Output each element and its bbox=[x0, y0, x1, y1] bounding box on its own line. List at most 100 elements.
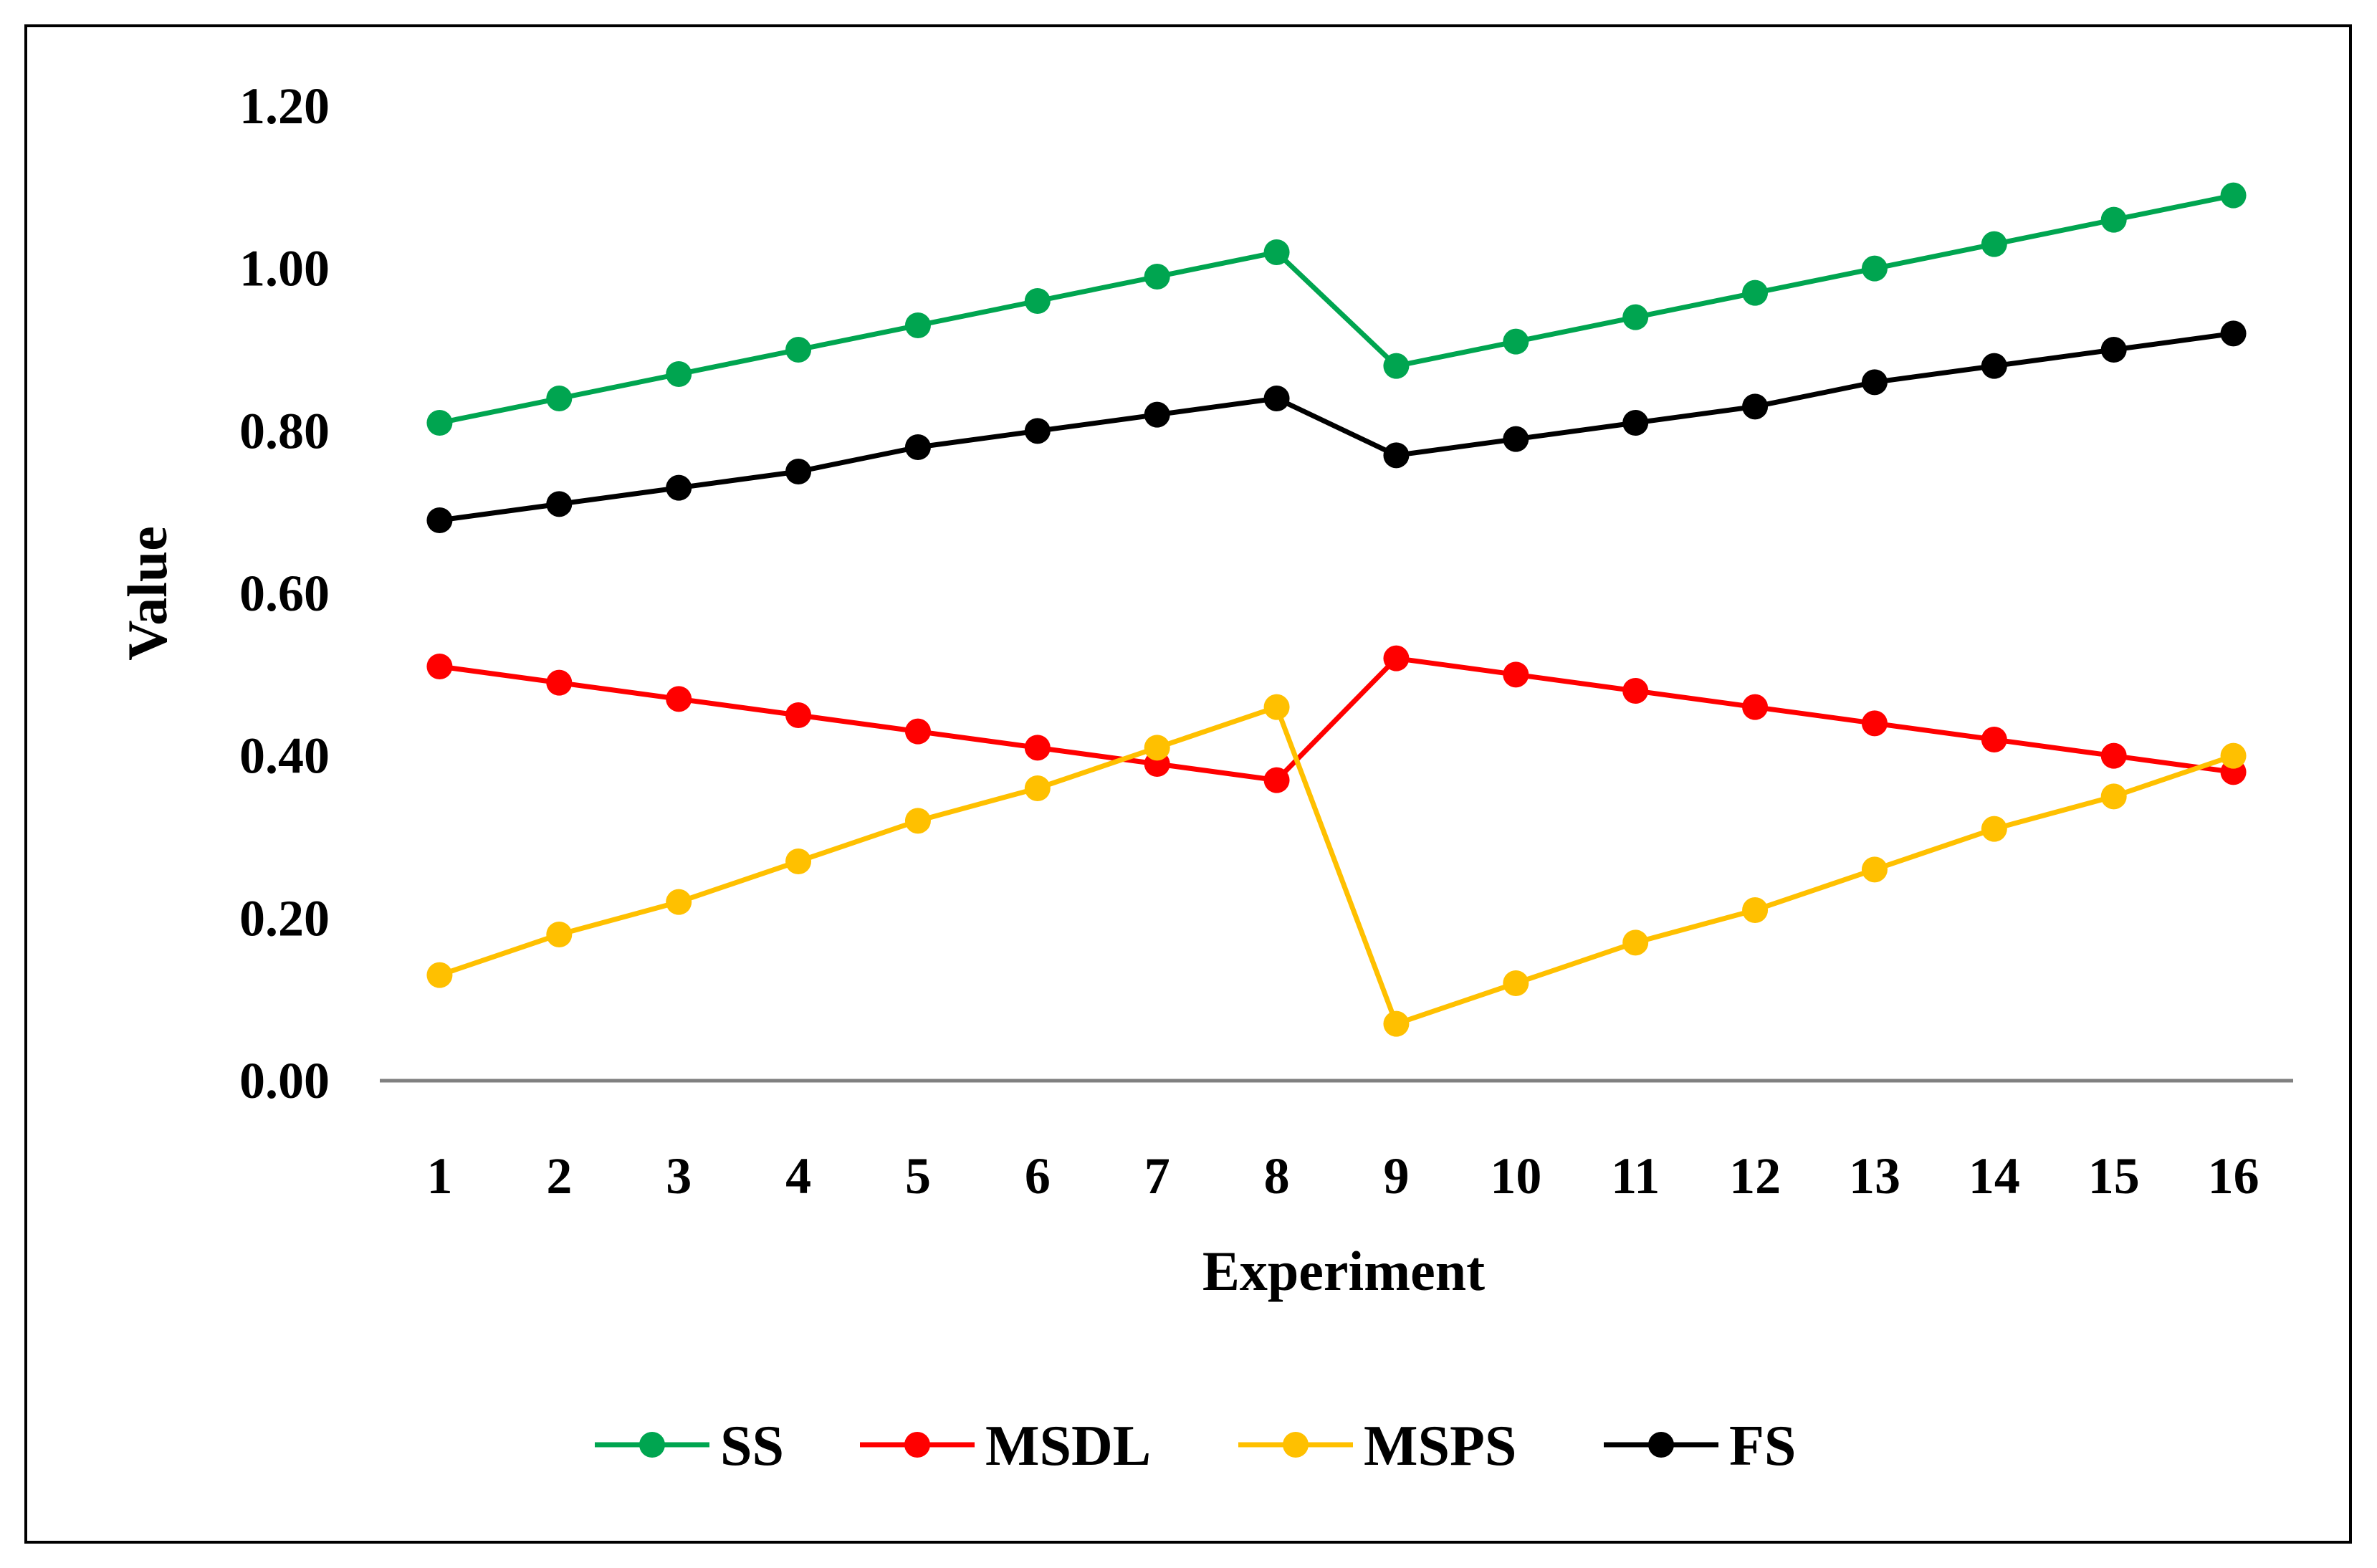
data-point-ss bbox=[666, 361, 692, 387]
series-line-msps bbox=[439, 704, 2234, 1027]
data-point-msps bbox=[426, 962, 453, 988]
chart-frame bbox=[24, 24, 2352, 1544]
x-tick-label: 13 bbox=[1849, 1147, 1900, 1205]
series-line-fs bbox=[439, 330, 2234, 523]
legend-label: SS bbox=[720, 1415, 784, 1478]
data-point-msdl bbox=[1622, 678, 1649, 704]
data-point-fs bbox=[1263, 386, 1290, 411]
x-tick-label: 16 bbox=[2208, 1147, 2259, 1205]
data-point-ss bbox=[2220, 182, 2247, 209]
legend-marker bbox=[904, 1432, 930, 1458]
y-tick-label: 0.80 bbox=[239, 402, 330, 459]
data-point-msdl bbox=[546, 669, 573, 696]
legend-label: FS bbox=[1729, 1415, 1796, 1478]
data-point-fs bbox=[2220, 320, 2247, 347]
y-axis-ticks: 0.00 0.20 0.40 0.60 0.80 1.00 1.20 bbox=[239, 77, 330, 1109]
data-point-msps bbox=[785, 848, 812, 874]
y-tick-label: 0.20 bbox=[239, 889, 330, 947]
x-axis-title: Experiment bbox=[1202, 1240, 1485, 1302]
x-tick-label: 11 bbox=[1611, 1147, 1660, 1205]
data-point-fs bbox=[666, 474, 692, 501]
series-msdl bbox=[426, 645, 2247, 793]
data-point-msps bbox=[1742, 897, 1769, 923]
data-point-fs bbox=[1622, 410, 1649, 436]
data-point-fs bbox=[1024, 418, 1051, 444]
data-point-fs bbox=[785, 459, 812, 484]
data-point-fs bbox=[1981, 353, 2007, 379]
data-point-msdl bbox=[1981, 727, 2007, 752]
legend-item-fs: FS bbox=[1604, 1415, 1796, 1478]
data-point-ss bbox=[904, 312, 931, 338]
data-point-msdl bbox=[904, 718, 931, 745]
data-point-msps bbox=[1383, 1010, 1410, 1037]
data-point-msdl bbox=[1742, 694, 1769, 720]
legend-marker bbox=[639, 1432, 665, 1458]
data-point-msps bbox=[904, 808, 931, 834]
legend-marker bbox=[1283, 1432, 1309, 1458]
data-point-fs bbox=[426, 507, 453, 533]
x-tick-label: 7 bbox=[1144, 1147, 1170, 1205]
y-axis-title: Value bbox=[116, 526, 178, 661]
x-tick-label: 2 bbox=[546, 1147, 572, 1205]
data-point-msdl bbox=[426, 654, 453, 679]
data-point-msps bbox=[1861, 856, 1888, 883]
legend-label: MSDL bbox=[985, 1415, 1151, 1478]
data-point-ss bbox=[546, 386, 573, 411]
data-point-msps bbox=[666, 889, 692, 915]
data-point-msps bbox=[1024, 775, 1051, 801]
data-point-ss bbox=[1383, 353, 1410, 379]
legend-label: MSPS bbox=[1364, 1415, 1516, 1478]
x-tick-label: 10 bbox=[1490, 1147, 1541, 1205]
data-point-fs bbox=[546, 491, 573, 517]
series-ss bbox=[426, 182, 2247, 436]
data-point-ss bbox=[1024, 288, 1051, 314]
legend-item-msdl: MSDL bbox=[860, 1415, 1151, 1478]
data-point-fs bbox=[1503, 426, 1529, 452]
data-point-msps bbox=[546, 922, 573, 947]
data-point-fs bbox=[1144, 401, 1170, 428]
data-point-fs bbox=[2100, 337, 2127, 363]
data-point-msps bbox=[2100, 783, 2127, 810]
data-point-fs bbox=[904, 434, 931, 460]
data-point-ss bbox=[426, 410, 453, 436]
data-point-msdl bbox=[1024, 735, 1051, 761]
data-point-ss bbox=[785, 337, 812, 363]
data-point-ss bbox=[1742, 279, 1769, 306]
legend-item-msps: MSPS bbox=[1238, 1415, 1516, 1478]
data-point-msdl bbox=[2100, 742, 2127, 769]
legend-item-ss: SS bbox=[595, 1415, 784, 1478]
y-tick-label: 1.00 bbox=[239, 240, 330, 297]
data-point-msdl bbox=[1503, 661, 1529, 688]
legend-marker bbox=[1648, 1432, 1674, 1458]
series-layer bbox=[426, 182, 2247, 1037]
x-tick-label: 6 bbox=[1025, 1147, 1051, 1205]
series-msps bbox=[426, 694, 2247, 1037]
x-axis-ticks: 1 2 3 4 5 6 7 8 9 10 11 12 13 14 15 16 bbox=[426, 1147, 2259, 1205]
data-point-msdl bbox=[785, 702, 812, 728]
data-point-msdl bbox=[666, 686, 692, 712]
series-line-ss bbox=[439, 193, 2234, 426]
data-point-ss bbox=[1861, 255, 1888, 282]
legend: SS MSDL MSPS FS bbox=[595, 1415, 1796, 1478]
y-tick-label: 1.20 bbox=[239, 77, 330, 135]
x-tick-label: 15 bbox=[2088, 1147, 2140, 1205]
x-tick-label: 12 bbox=[1729, 1147, 1781, 1205]
x-tick-label: 1 bbox=[426, 1147, 452, 1205]
data-point-msdl bbox=[1263, 767, 1290, 793]
y-tick-label: 0.60 bbox=[239, 565, 330, 622]
x-tick-label: 14 bbox=[1969, 1147, 2020, 1205]
data-point-ss bbox=[1622, 304, 1649, 330]
x-tick-label: 9 bbox=[1383, 1147, 1409, 1205]
data-point-ss bbox=[2100, 206, 2127, 233]
series-fs bbox=[426, 320, 2247, 533]
data-point-msps bbox=[1144, 735, 1170, 761]
data-point-msdl bbox=[1383, 645, 1410, 671]
data-point-ss bbox=[1503, 328, 1529, 355]
data-point-msps bbox=[2220, 742, 2247, 769]
data-point-fs bbox=[1383, 442, 1410, 469]
x-tick-label: 3 bbox=[666, 1147, 692, 1205]
data-point-fs bbox=[1861, 369, 1888, 396]
data-point-msps bbox=[1981, 816, 2007, 842]
data-point-ss bbox=[1144, 264, 1170, 290]
